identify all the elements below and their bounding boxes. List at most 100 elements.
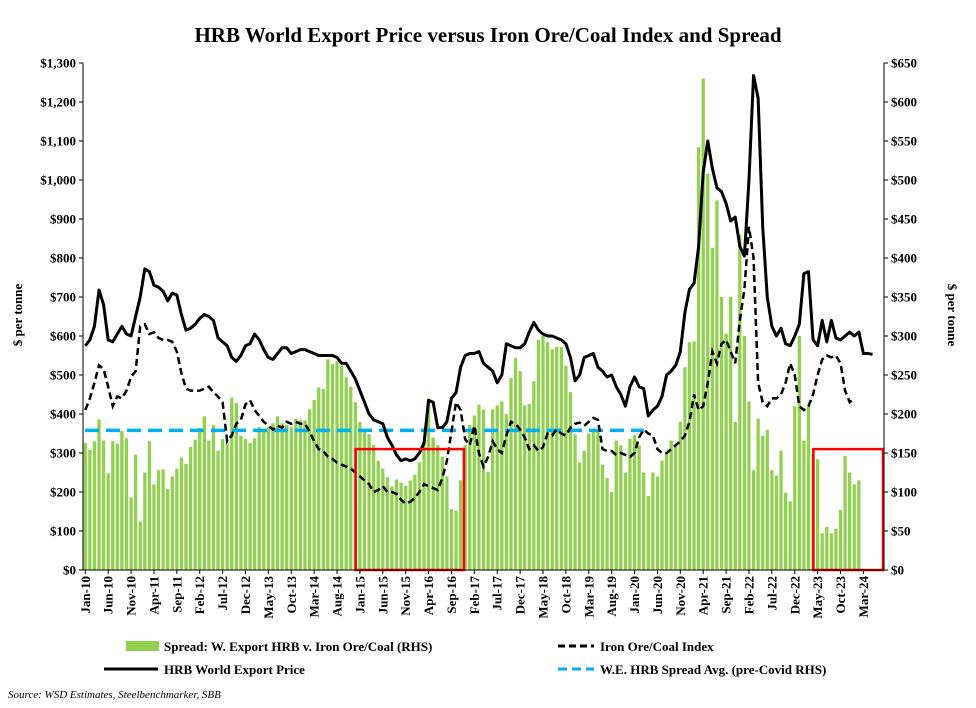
spread-bar	[632, 435, 637, 570]
spread-bar	[545, 342, 550, 570]
spread-bar	[719, 297, 724, 570]
x-axis-tick-labels: Jan-10 Jun-10 Nov-10 Apr-11 Sep-11 Feb-12 Jul-…	[78, 576, 871, 619]
x-tick-label: Jan-15	[352, 576, 367, 614]
spread-bar	[637, 445, 641, 570]
right-axis-title: $ per tonne	[945, 284, 960, 347]
spread-bar	[797, 336, 801, 570]
left-tick-label: $400	[50, 407, 76, 422]
spread-bar	[628, 438, 632, 570]
spread-bar	[248, 442, 252, 570]
spread-bar	[166, 488, 170, 570]
spread-bar	[504, 414, 509, 570]
spread-bar	[655, 476, 660, 570]
spread-bar	[339, 365, 344, 570]
legend-item-index: Iron Ore/Coal Index	[558, 639, 714, 654]
spread-bar	[275, 416, 280, 570]
spread-bar	[678, 421, 682, 570]
spread-bar	[170, 476, 174, 570]
spread-bar	[687, 342, 692, 570]
legend-item-spread: Spread: W. Export HRB v. Iron Ore/Coal (…	[126, 639, 432, 654]
spread-bar	[646, 495, 650, 570]
spread-bar	[692, 341, 696, 570]
spread-bar	[184, 463, 188, 570]
spread-bar	[289, 427, 293, 570]
x-tick-label: Nov-20	[673, 576, 688, 616]
spread-bar	[838, 509, 843, 570]
spread-bar	[783, 492, 788, 570]
x-tick-label: Jan-10	[78, 576, 93, 614]
spread-bar	[307, 409, 312, 570]
left-tick-label: $500	[50, 368, 76, 383]
spread-bar	[820, 533, 824, 570]
spread-bar	[234, 403, 238, 570]
right-tick-label: $500	[891, 173, 917, 188]
spread-bar	[120, 431, 124, 570]
left-tick-label: $800	[50, 251, 76, 266]
spread-bar	[486, 471, 490, 570]
spread-bar	[445, 476, 449, 570]
spread-bar	[605, 477, 609, 570]
spread-bar	[564, 365, 568, 570]
spread-bar	[733, 421, 737, 570]
spread-bar	[582, 450, 586, 570]
spread-bar	[404, 485, 408, 570]
x-tick-label: Oct-13	[284, 576, 299, 614]
left-tick-label: $700	[50, 290, 76, 305]
spread-bar	[591, 431, 595, 570]
spread-bar	[573, 434, 577, 570]
spread-bar	[619, 445, 623, 570]
spread-bar	[101, 440, 106, 570]
spread-bar	[330, 364, 335, 570]
spread-bar	[390, 486, 394, 570]
spread-bar	[696, 147, 701, 571]
spread-bar	[266, 426, 271, 570]
x-tick-label: Jul-12	[215, 576, 230, 611]
spread-bar	[161, 469, 165, 570]
legend-label-average: W.E. HRB Spread Avg. (pre-Covid RHS)	[600, 662, 826, 677]
spread-bar	[738, 234, 742, 570]
spread-bar	[129, 497, 133, 570]
x-tick-label: Mar-14	[307, 576, 322, 618]
spread-bar	[381, 468, 385, 570]
spread-bar	[834, 528, 838, 570]
spread-bar	[848, 472, 852, 570]
spread-bar	[376, 460, 380, 570]
spread-bar	[491, 409, 495, 570]
spread-bar	[751, 470, 756, 570]
right-tick-label: $550	[891, 134, 917, 149]
right-tick-label: $400	[891, 251, 917, 266]
spread-bar	[326, 359, 330, 570]
spread-bar	[770, 470, 774, 570]
spread-bar	[774, 475, 779, 570]
spread-bar	[417, 462, 422, 570]
left-tick-label: $0	[63, 563, 76, 578]
x-tick-label: Jan-20	[627, 576, 642, 614]
spread-bar	[83, 442, 87, 570]
right-tick-label: $600	[891, 95, 917, 110]
spread-bar	[843, 456, 847, 570]
spread-bar	[303, 420, 307, 570]
legend-label-price: HRB World Export Price	[164, 662, 305, 677]
x-tick-label: May-13	[261, 576, 276, 619]
spread-bar	[385, 477, 390, 570]
x-tick-label: Feb-22	[741, 576, 756, 614]
spread-bar	[623, 472, 628, 570]
right-tick-label: $200	[891, 407, 917, 422]
spread-bar	[220, 438, 225, 570]
spread-bar	[193, 439, 197, 570]
left-tick-label: $900	[50, 212, 76, 227]
spread-bar	[97, 419, 101, 570]
spread-bar	[262, 431, 266, 570]
spread-bar	[349, 386, 353, 570]
spread-bar	[156, 470, 161, 570]
right-tick-label: $350	[891, 290, 917, 305]
spread-bar	[321, 389, 325, 570]
spread-bar	[372, 445, 376, 570]
spread-bar	[88, 449, 92, 570]
spread-bar	[477, 404, 481, 570]
legend-swatch-spread	[126, 641, 159, 651]
spread-bar	[527, 403, 531, 570]
spread-bar	[660, 460, 664, 570]
spread-bar	[106, 473, 110, 570]
spread-bar	[523, 405, 527, 570]
